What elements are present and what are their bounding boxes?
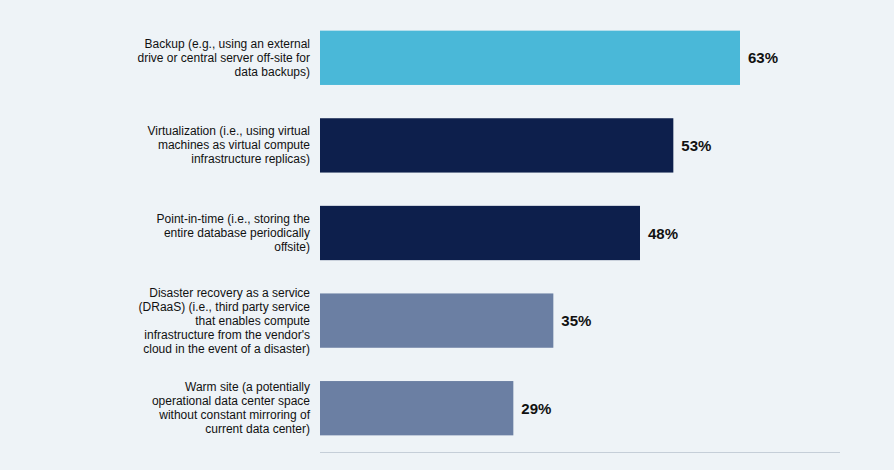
x-axis-line xyxy=(320,452,840,453)
texts: 63% Backup (e.g., using an externaldrive … xyxy=(137,37,778,436)
bar xyxy=(320,206,640,260)
data-label: 29% xyxy=(521,400,551,417)
data-label: 63% xyxy=(748,49,778,66)
category-label: Point-in-time (i.e., storing theentire d… xyxy=(157,212,311,254)
data-label: 35% xyxy=(561,312,591,329)
category-label: Virtualization (i.e., using virtualmachi… xyxy=(147,124,310,166)
background xyxy=(0,0,894,470)
bar xyxy=(320,31,740,85)
bar xyxy=(320,293,553,347)
category-label: Warm site (a potentiallyoperational data… xyxy=(152,380,311,436)
data-label: 48% xyxy=(648,225,678,242)
chart: 63% Backup (e.g., using an externaldrive … xyxy=(0,0,894,470)
data-label: 53% xyxy=(681,137,711,154)
category-label: Backup (e.g., using an externaldrive or … xyxy=(137,37,310,79)
category-label: Disaster recovery as a service(DRaaS) (i… xyxy=(139,286,311,356)
bar xyxy=(320,118,673,172)
bar xyxy=(320,381,513,435)
bars xyxy=(320,31,740,436)
